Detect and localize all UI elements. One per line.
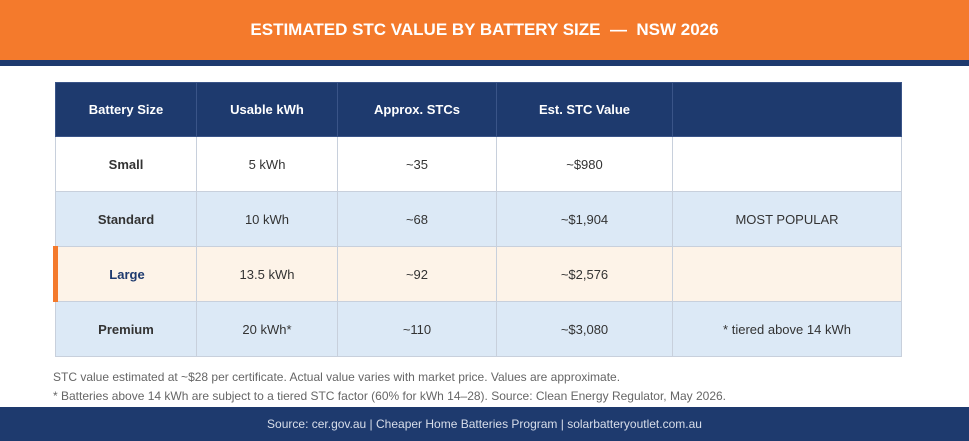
table-row: Small 5 kWh ~35 ~$980: [55, 136, 902, 192]
note: * Batteries above 14 kWh are subject to …: [53, 389, 727, 403]
title: ESTIMATED STC VALUE BY BATTERY SIZE — NS…: [250, 20, 719, 39]
table-row: Premium 20 kWh* ~110 ~$3,080 * tiered above …: [55, 301, 902, 357]
cell: 13.5 kWh: [196, 246, 338, 302]
cell: 5 kWh: [196, 136, 338, 192]
table-body: Small 5 kWh ~35 ~$980 Standard 10 kWh ~68 ~$1,9…: [53, 136, 902, 357]
column-header: Approx. STCs: [337, 82, 497, 137]
note: STC value estimated at ~$28 per certific…: [53, 370, 621, 384]
column-header: Battery Size: [55, 82, 197, 137]
table-row: Standard 10 kWh ~68 ~$1,904 MOST POPULAR: [55, 191, 902, 247]
cell: ~$980: [496, 136, 673, 192]
cell: * tiered above 14 kWh: [672, 301, 902, 357]
cell: ~$1,904: [496, 191, 673, 247]
cell: 10 kWh: [196, 191, 338, 247]
row-label: Small: [55, 136, 197, 192]
column-header: Usable kWh: [196, 82, 338, 137]
cell: 20 kWh*: [196, 301, 338, 357]
column-header: Est. STC Value: [496, 82, 673, 137]
column-header: [672, 82, 902, 137]
cell: ~35: [337, 136, 497, 192]
stc-table: Battery Size Usable kWh Approx. STCs Est. S…: [53, 82, 902, 357]
cell: ~110: [337, 301, 497, 357]
title-banner: ESTIMATED STC VALUE BY BATTERY SIZE — NS…: [0, 0, 969, 60]
cell: [672, 246, 902, 302]
accent-stripe: [0, 60, 969, 66]
cell: [672, 136, 902, 192]
cell: ~$3,080: [496, 301, 673, 357]
cell: ~92: [337, 246, 497, 302]
header-row: Battery Size Usable kWh Approx. STCs Est. S…: [55, 82, 902, 137]
cell: MOST POPULAR: [672, 191, 902, 247]
row-label: Premium: [55, 301, 197, 357]
table-row: Large 13.5 kWh ~92 ~$2,576: [53, 246, 902, 302]
row-label: Standard: [55, 191, 197, 247]
cell: ~68: [337, 191, 497, 247]
row-label: Large: [53, 246, 197, 302]
footer-text: Source: cer.gov.au | Cheaper Home Batter…: [267, 417, 702, 431]
footer: Source: cer.gov.au | Cheaper Home Batter…: [0, 407, 969, 441]
cell: ~$2,576: [496, 246, 673, 302]
